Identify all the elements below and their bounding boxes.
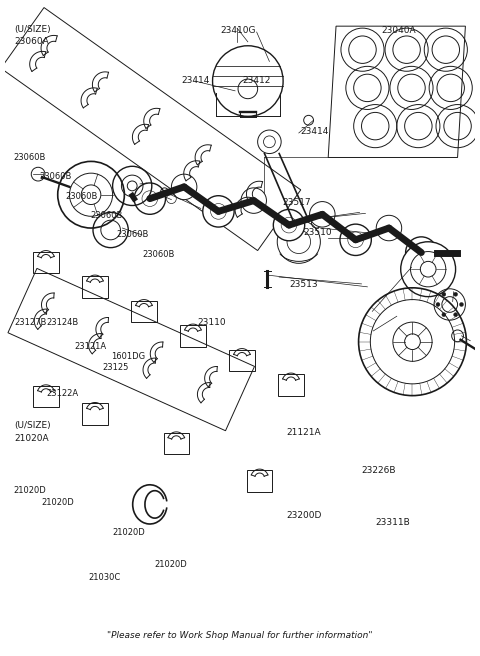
Text: 23122A: 23122A: [46, 389, 78, 398]
Bar: [180, 325, 206, 346]
Circle shape: [442, 293, 446, 297]
Text: (U/SIZE): (U/SIZE): [14, 421, 51, 430]
Text: 23414: 23414: [181, 76, 209, 85]
Text: 23517: 23517: [282, 198, 311, 207]
Circle shape: [459, 302, 464, 306]
Bar: [82, 276, 108, 298]
Text: 21020D: 21020D: [13, 485, 46, 495]
Text: 23060B: 23060B: [65, 192, 97, 201]
Text: 23110: 23110: [197, 318, 226, 327]
Circle shape: [401, 242, 456, 297]
Bar: [33, 251, 59, 273]
Circle shape: [203, 195, 234, 227]
Circle shape: [241, 188, 266, 213]
Text: 23510: 23510: [303, 228, 332, 237]
Text: 23410G: 23410G: [220, 26, 255, 35]
Bar: [247, 470, 272, 491]
Text: 23414: 23414: [300, 127, 329, 136]
Text: 21020D: 21020D: [41, 499, 74, 507]
Text: 23060B: 23060B: [91, 211, 123, 220]
Circle shape: [273, 209, 305, 241]
Text: 23040A: 23040A: [381, 26, 416, 35]
Bar: [131, 300, 156, 322]
Text: 1601DG: 1601DG: [110, 352, 145, 361]
Text: 23060A: 23060A: [14, 37, 49, 47]
Text: 21030C: 21030C: [88, 573, 121, 582]
Circle shape: [454, 293, 457, 297]
Bar: [82, 403, 108, 425]
Text: 23060B: 23060B: [13, 153, 46, 162]
Text: 21020D: 21020D: [155, 560, 187, 569]
Text: 23060B: 23060B: [143, 249, 175, 258]
Circle shape: [442, 313, 446, 317]
Text: 23200D: 23200D: [286, 511, 322, 520]
Text: "Please refer to Work Shop Manual for further information": "Please refer to Work Shop Manual for fu…: [107, 631, 373, 640]
Circle shape: [376, 215, 402, 241]
Bar: [33, 386, 59, 407]
Text: 23121A: 23121A: [74, 342, 107, 350]
Text: 21020A: 21020A: [14, 434, 49, 443]
Text: 23412: 23412: [242, 76, 271, 85]
Text: 23226B: 23226B: [361, 466, 396, 475]
Bar: [229, 350, 255, 371]
Text: 23125: 23125: [103, 363, 129, 373]
Circle shape: [454, 313, 457, 317]
Text: (U/SIZE): (U/SIZE): [14, 24, 51, 33]
Text: 23513: 23513: [289, 280, 318, 289]
Text: 23311B: 23311B: [375, 518, 410, 527]
Text: 23127B: 23127B: [14, 318, 47, 327]
Text: 23060B: 23060B: [117, 230, 149, 239]
Text: 21020D: 21020D: [112, 528, 145, 537]
Circle shape: [340, 224, 372, 255]
Circle shape: [436, 302, 440, 306]
Text: 23060B: 23060B: [39, 173, 72, 182]
Bar: [164, 433, 189, 455]
Circle shape: [406, 237, 437, 268]
Circle shape: [171, 174, 197, 199]
Text: 21121A: 21121A: [286, 428, 321, 437]
Circle shape: [134, 183, 166, 215]
Bar: [278, 374, 304, 396]
Text: 23124B: 23124B: [46, 318, 78, 327]
Circle shape: [310, 201, 335, 227]
